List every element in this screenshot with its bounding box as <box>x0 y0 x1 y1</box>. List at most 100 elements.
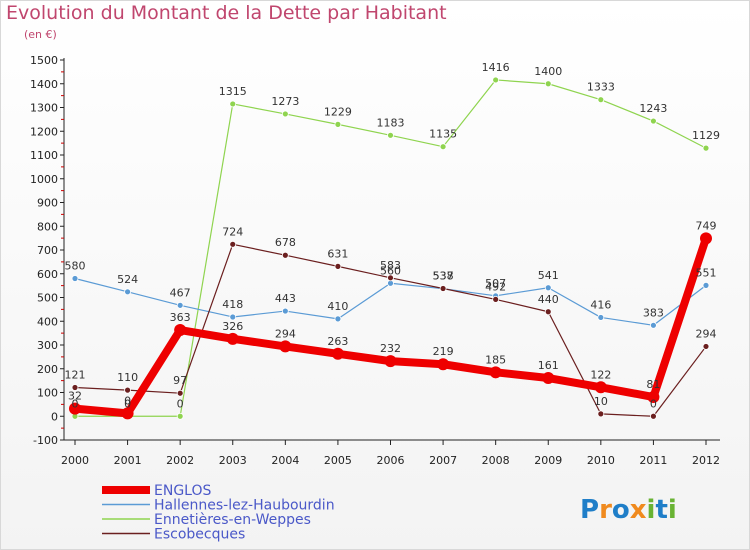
legend-label: Hallennes-lez-Haubourdin <box>154 498 335 514</box>
data-label: 631 <box>327 247 348 260</box>
data-point <box>650 321 657 329</box>
data-point <box>700 232 712 245</box>
chart-title: Evolution du Montant de la Dette par Hab… <box>6 2 447 24</box>
data-label: 524 <box>117 273 138 286</box>
data-point <box>124 288 131 296</box>
data-label: 219 <box>433 345 454 358</box>
data-point <box>702 144 710 152</box>
y-tick-label: 600 <box>37 268 58 281</box>
data-point <box>650 412 657 420</box>
data-point <box>702 281 710 289</box>
data-point <box>334 315 342 323</box>
data-point <box>544 80 552 88</box>
x-tick-label: 2000 <box>61 454 89 467</box>
y-tick-label: 100 <box>37 387 58 400</box>
data-label: 185 <box>485 353 506 366</box>
logo-letter: r <box>599 495 612 525</box>
data-point <box>542 372 555 385</box>
data-label: 410 <box>327 300 348 313</box>
data-point <box>281 251 289 259</box>
data-point <box>384 355 397 368</box>
y-tick-label: 900 <box>37 197 58 210</box>
data-label: 1243 <box>639 102 667 115</box>
data-point <box>439 285 447 292</box>
proxiti-logo: Proxiti <box>580 495 677 525</box>
logo-letter: o <box>612 495 630 525</box>
data-point <box>597 96 605 104</box>
data-point <box>69 402 81 415</box>
data-point <box>387 131 394 139</box>
data-point <box>650 117 657 125</box>
data-label: 0 <box>650 397 657 410</box>
data-point <box>281 110 289 118</box>
y-tick-label: 400 <box>37 315 58 328</box>
data-point <box>174 324 187 337</box>
x-tick-label: 2003 <box>219 454 247 467</box>
logo-letter: t <box>655 495 667 525</box>
data-label: 110 <box>117 371 138 384</box>
y-tick-label: 1300 <box>30 102 58 115</box>
y-tick-label: 1200 <box>30 125 58 138</box>
data-point <box>647 391 660 404</box>
data-point <box>594 381 607 394</box>
data-label: 538 <box>433 269 454 282</box>
y-tick-label: 1400 <box>30 78 58 91</box>
chart-subtitle: (en €) <box>24 28 57 41</box>
data-label: 537 <box>433 270 454 283</box>
data-label: 10 <box>594 395 608 408</box>
data-label: 583 <box>380 259 401 272</box>
series-lines <box>69 76 712 420</box>
data-point <box>279 340 292 353</box>
data-label: 551 <box>696 266 717 279</box>
data-point <box>229 100 237 108</box>
x-tick-label: 2007 <box>429 454 457 467</box>
data-label: 0 <box>177 397 184 410</box>
data-label: 416 <box>590 298 611 311</box>
data-label: 724 <box>222 225 243 238</box>
data-label: 418 <box>222 298 243 311</box>
data-point <box>124 386 131 394</box>
data-label: 1129 <box>692 129 720 142</box>
data-label: 97 <box>173 374 187 387</box>
y-tick-label: 800 <box>37 220 58 233</box>
data-label: 122 <box>590 368 611 381</box>
data-label: 294 <box>696 327 717 340</box>
x-tick-label: 2011 <box>639 454 667 467</box>
y-tick-label: -100 <box>33 434 58 447</box>
logo-text: Proxiti <box>580 495 677 525</box>
data-point <box>71 275 79 282</box>
data-label: 363 <box>170 311 191 324</box>
legend: ENGLOSHallennes-lez-HaubourdinEnnetières… <box>102 483 335 543</box>
data-label: 1135 <box>429 128 457 141</box>
data-label: 81 <box>646 378 660 391</box>
data-label: 32 <box>68 390 82 403</box>
data-label: 492 <box>485 280 506 293</box>
x-tick-label: 2005 <box>324 454 352 467</box>
data-point <box>702 343 710 350</box>
data-point <box>176 301 184 309</box>
data-point <box>176 389 184 397</box>
data-point <box>71 384 79 391</box>
data-label: 1273 <box>271 95 299 108</box>
x-tick-label: 2008 <box>482 454 510 467</box>
data-label: 1315 <box>219 85 247 98</box>
legend-label: Escobecques <box>154 527 245 543</box>
data-point <box>229 240 237 248</box>
data-point <box>281 307 289 315</box>
data-point <box>492 295 500 303</box>
data-point <box>597 410 605 418</box>
data-labels: 0 0 0 1315 1273 1229 1183 1135 1416 1400 1333 1243 1… <box>65 61 721 410</box>
data-point <box>544 308 552 316</box>
data-label: 121 <box>65 369 86 382</box>
x-tick-label: 2009 <box>534 454 562 467</box>
data-label: 1333 <box>587 81 615 94</box>
data-label: 440 <box>538 293 559 306</box>
data-label: 0 <box>124 394 131 407</box>
data-label: 326 <box>222 320 243 333</box>
logo-letter: P <box>580 495 599 525</box>
y-tick-label: 1000 <box>30 173 58 186</box>
data-label: 560 <box>380 264 401 277</box>
x-tick-label: 2012 <box>692 454 720 467</box>
data-point <box>489 366 502 379</box>
